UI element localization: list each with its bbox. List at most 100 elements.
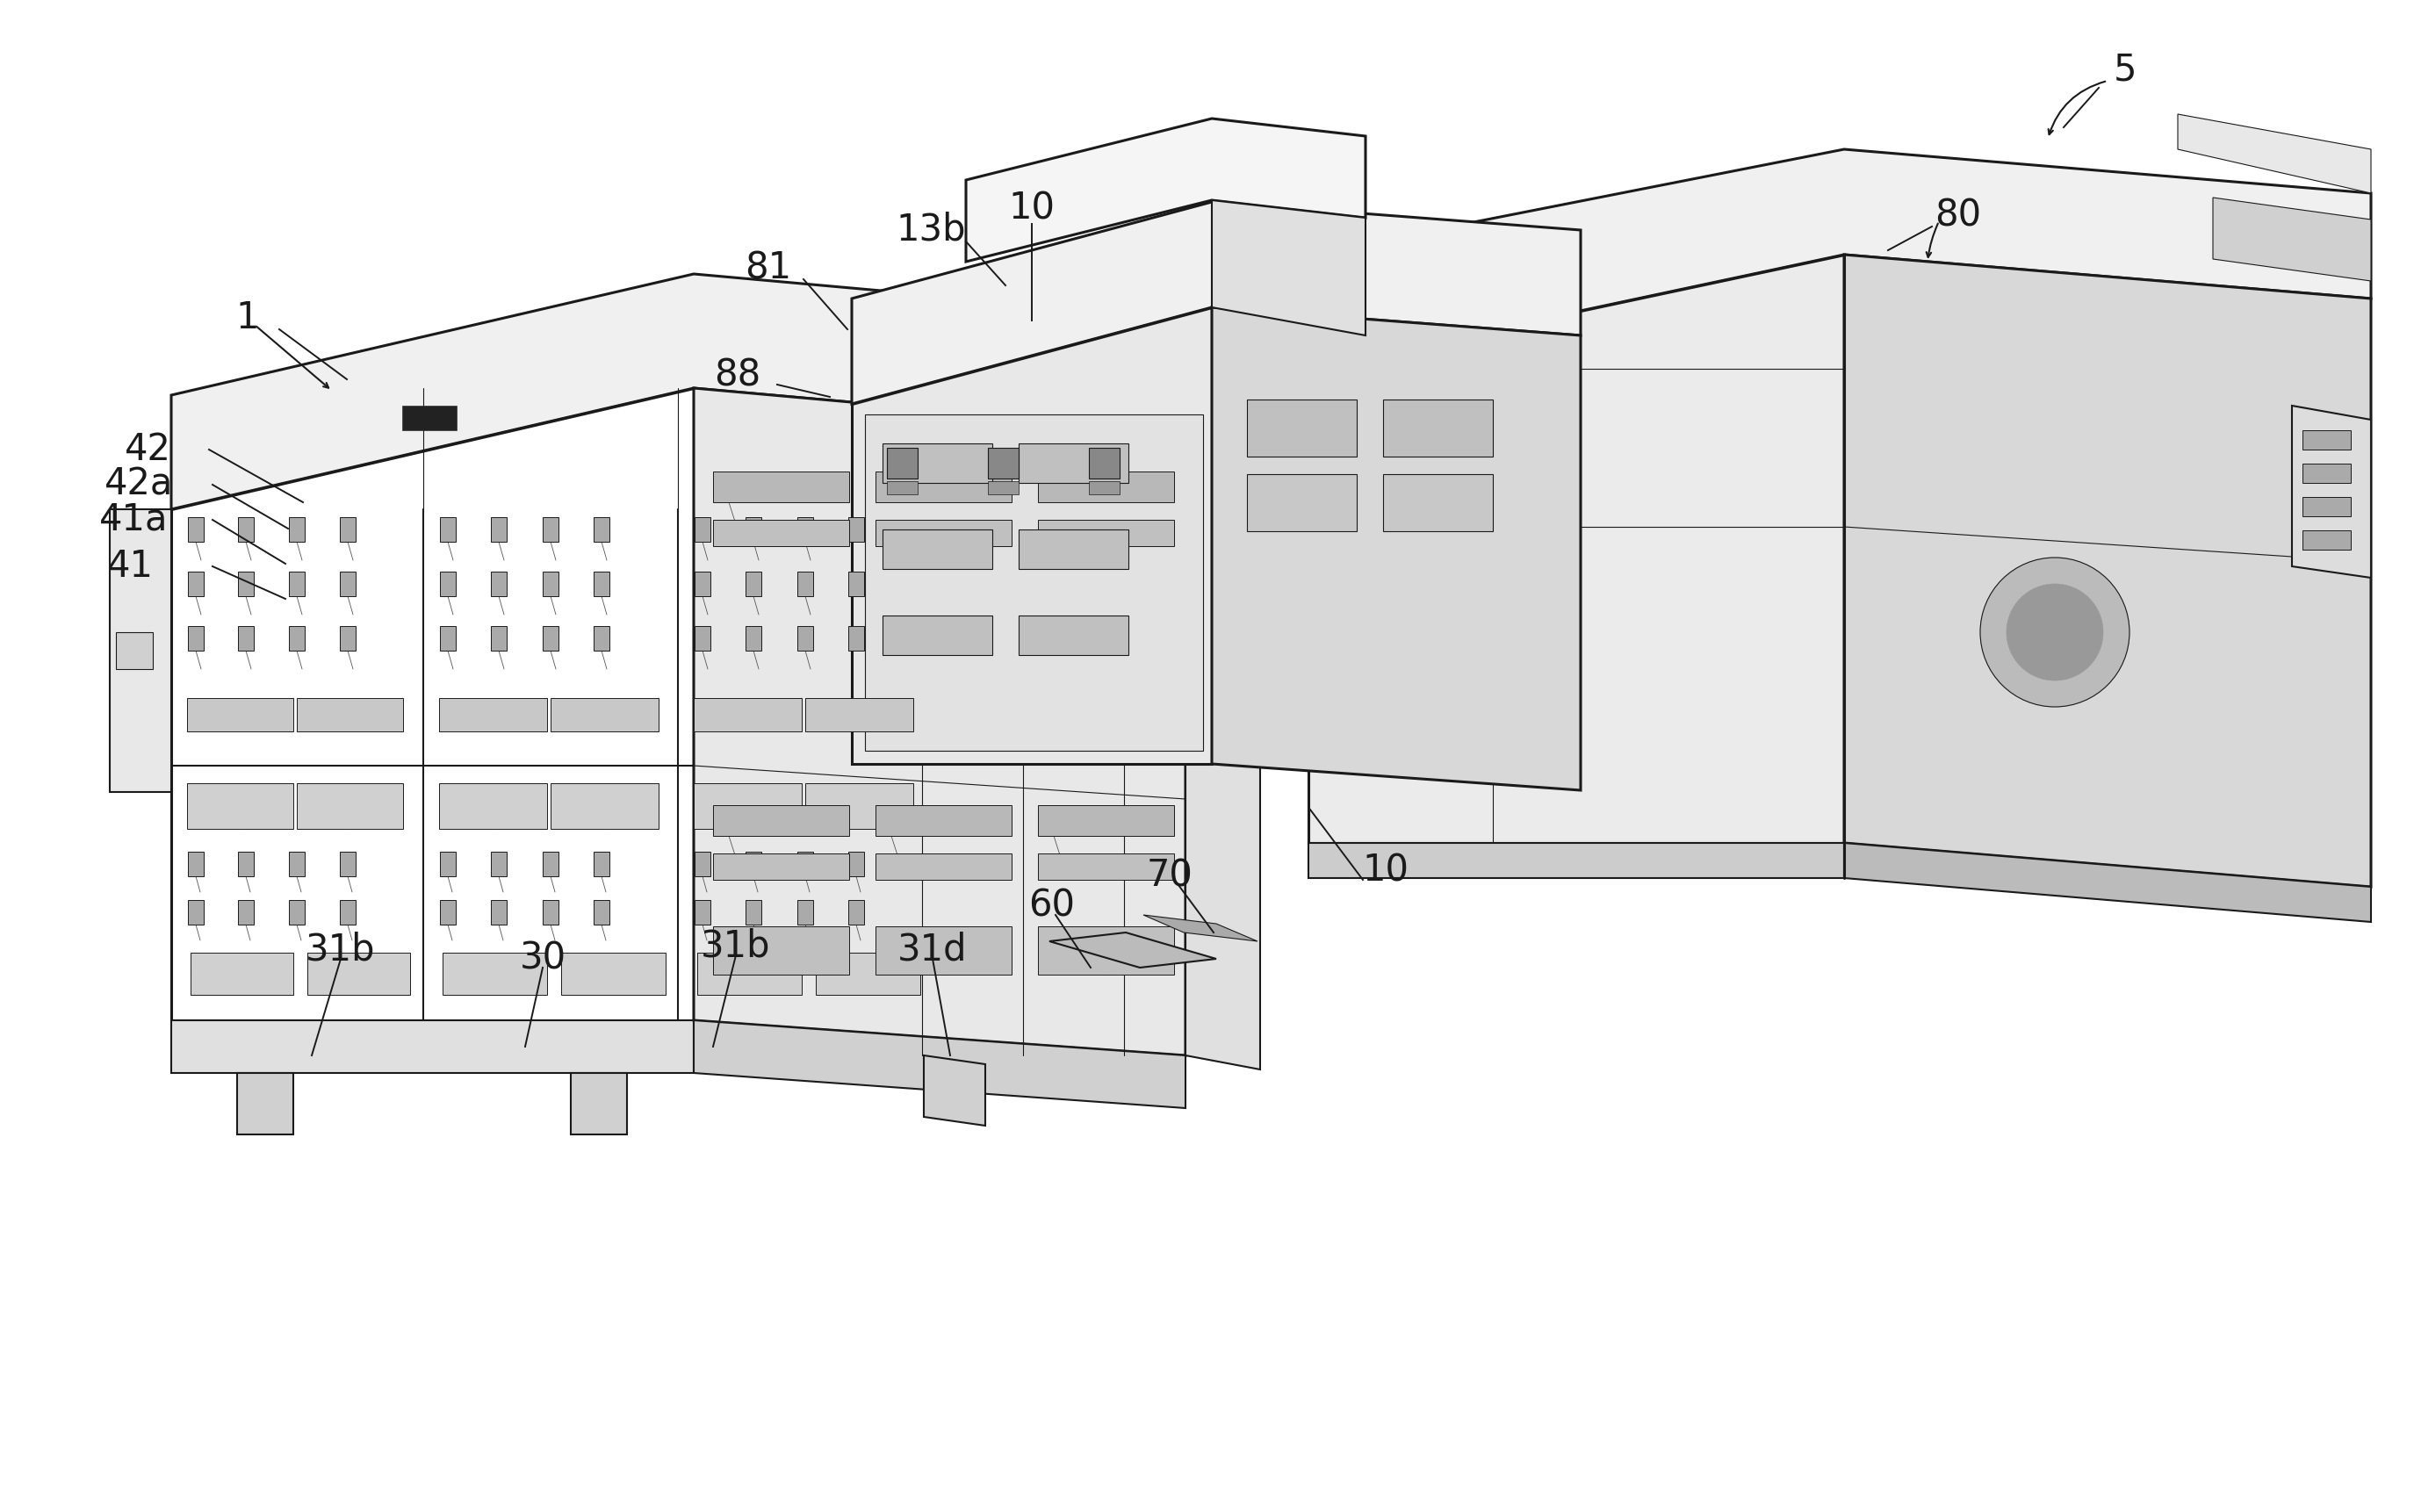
Bar	[1427, 408, 1453, 438]
Bar	[797, 517, 814, 541]
Bar	[550, 783, 659, 829]
Bar	[1248, 475, 1357, 531]
Bar	[290, 572, 304, 596]
Bar	[290, 851, 304, 877]
Bar	[1038, 853, 1173, 880]
Bar	[2303, 531, 2351, 550]
Text: 13b: 13b	[896, 212, 966, 248]
Bar	[1427, 461, 1453, 491]
Bar	[884, 443, 992, 482]
Polygon shape	[1844, 842, 2371, 922]
Polygon shape	[1308, 254, 1844, 842]
Polygon shape	[925, 1055, 985, 1125]
Bar	[439, 783, 548, 829]
Text: 41: 41	[106, 547, 152, 585]
Bar	[1390, 438, 1427, 464]
Bar	[746, 900, 760, 924]
Bar	[1441, 490, 1477, 514]
Bar	[543, 851, 558, 877]
Bar	[2303, 497, 2351, 516]
Bar	[987, 448, 1019, 478]
Bar	[806, 783, 912, 829]
Bar	[340, 851, 355, 877]
Bar	[439, 626, 456, 650]
Bar	[1347, 461, 1374, 491]
Bar	[695, 851, 710, 877]
Bar	[746, 851, 760, 877]
Bar	[746, 517, 760, 541]
Circle shape	[1979, 558, 2129, 706]
Bar	[340, 900, 355, 924]
Bar	[1383, 475, 1492, 531]
Bar	[1388, 408, 1415, 438]
Bar	[1340, 541, 1376, 565]
Polygon shape	[693, 389, 1185, 1055]
Polygon shape	[2214, 198, 2371, 281]
Bar	[191, 953, 292, 995]
Polygon shape	[2291, 405, 2371, 578]
Polygon shape	[1308, 150, 2371, 369]
Text: 60: 60	[1028, 888, 1074, 924]
Bar	[884, 615, 992, 655]
Bar	[239, 572, 253, 596]
Text: 88: 88	[715, 357, 760, 395]
Bar	[1390, 541, 1427, 565]
Bar	[847, 900, 864, 924]
Bar	[594, 572, 608, 596]
Bar	[439, 851, 456, 877]
Bar	[1038, 806, 1173, 836]
Text: 42a: 42a	[104, 466, 174, 503]
Polygon shape	[1308, 842, 1844, 878]
Bar	[695, 900, 710, 924]
Bar	[876, 853, 1011, 880]
Bar	[186, 699, 292, 732]
Bar	[543, 626, 558, 650]
Bar	[439, 517, 456, 541]
Polygon shape	[852, 203, 1581, 404]
Bar	[1019, 615, 1127, 655]
Polygon shape	[1844, 254, 2371, 888]
Polygon shape	[171, 1021, 693, 1074]
Polygon shape	[237, 1074, 292, 1134]
Bar	[297, 699, 403, 732]
Bar	[797, 572, 814, 596]
Bar	[1340, 438, 1376, 464]
Polygon shape	[1185, 432, 1260, 1069]
Bar	[188, 851, 203, 877]
Bar	[116, 632, 152, 670]
Bar	[847, 626, 864, 650]
Bar	[594, 517, 608, 541]
Bar	[876, 806, 1011, 836]
Bar	[290, 626, 304, 650]
Bar	[1038, 472, 1173, 502]
Bar	[188, 517, 203, 541]
Bar	[1383, 399, 1492, 457]
Bar	[847, 517, 864, 541]
Bar	[297, 783, 403, 829]
Bar	[746, 626, 760, 650]
Circle shape	[2006, 584, 2103, 680]
Text: 10: 10	[1009, 191, 1055, 227]
Bar	[695, 626, 710, 650]
Bar	[884, 529, 992, 569]
Bar	[340, 572, 355, 596]
Bar	[1019, 529, 1127, 569]
Polygon shape	[171, 389, 693, 1021]
Bar	[188, 626, 203, 650]
Bar	[886, 481, 917, 494]
Bar	[490, 572, 507, 596]
Bar	[695, 517, 710, 541]
Bar	[1038, 520, 1173, 546]
Bar	[594, 900, 608, 924]
Polygon shape	[1050, 933, 1217, 968]
Text: 41a: 41a	[99, 502, 169, 538]
Polygon shape	[109, 510, 171, 792]
Bar	[1089, 448, 1120, 478]
Bar	[188, 900, 203, 924]
Bar	[1089, 481, 1120, 494]
Polygon shape	[570, 1074, 628, 1134]
Bar	[239, 900, 253, 924]
Text: 10: 10	[1361, 853, 1410, 889]
Bar	[746, 572, 760, 596]
Bar	[712, 472, 850, 502]
